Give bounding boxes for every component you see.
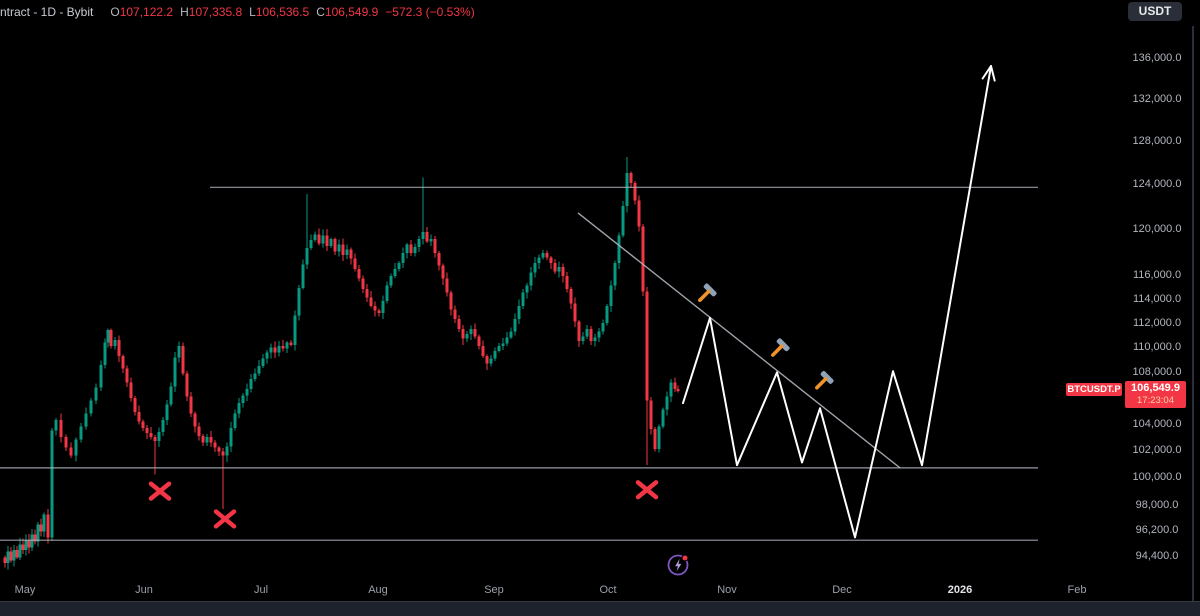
hammer-icon[interactable] (693, 283, 717, 307)
chart-header: ntract - 1D - Bybit O 107,122.2 H 107,33… (0, 4, 475, 20)
price-tick: 100,000.0 (1132, 471, 1182, 484)
price-tick: 120,000.0 (1132, 222, 1182, 235)
time-tick: May (14, 584, 36, 596)
time-tick: Dec (832, 584, 852, 596)
x-mark[interactable] (635, 480, 659, 500)
symbol-info: ntract - 1D - Bybit (0, 5, 94, 19)
descending-trendline[interactable] (577, 212, 901, 469)
x-mark[interactable] (148, 481, 172, 501)
time-tick: Aug (368, 584, 388, 596)
notification-dot (681, 554, 689, 562)
last-price-value: 106,549.9 (1131, 381, 1180, 394)
price-tick: 136,000.0 (1132, 52, 1182, 64)
symbol-price-badge: BTCUSDT.P (1066, 382, 1122, 396)
high-value: 107,335.8 (188, 5, 243, 19)
time-tick: 2026 (947, 584, 973, 596)
currency-toggle-button[interactable]: USDT (1128, 2, 1182, 21)
price-tick: 116,000.0 (1132, 268, 1182, 281)
low-label: L (249, 5, 256, 19)
price-tick: 108,000.0 (1132, 366, 1182, 379)
price-tick: 110,000.0 (1132, 341, 1182, 354)
flash-icon[interactable] (665, 552, 691, 578)
lightning-bolt-icon (675, 558, 682, 572)
time-tick: Oct (599, 584, 617, 596)
high-label: H (180, 5, 189, 19)
time-tick: Sep (484, 584, 504, 596)
last-price-label: 106,549.9 17:23:04 (1125, 380, 1186, 408)
price-tick: 96,200.0 (1135, 524, 1179, 537)
change-value: −572.3 (−0.53%) (385, 5, 475, 19)
price-tick: 124,000.0 (1132, 177, 1182, 190)
hammer-icon[interactable] (766, 338, 790, 362)
bar-countdown: 17:23:04 (1137, 394, 1174, 406)
open-value: 107,122.2 (119, 5, 174, 19)
close-value: 106,549.9 (324, 5, 379, 19)
low-value: 106,536.5 (255, 5, 310, 19)
time-axis[interactable]: May Jun Jul Aug Sep Oct Nov Dec 2026 Feb (0, 581, 1200, 599)
arrow-head (990, 65, 996, 82)
arrow-head (981, 65, 992, 80)
price-tick: 112,000.0 (1132, 316, 1182, 329)
time-tick: Nov (717, 584, 737, 596)
price-tick: 128,000.0 (1132, 134, 1182, 147)
candlestick-series (3, 156, 680, 570)
time-tick: Jun (135, 584, 153, 596)
price-tick: 132,000.0 (1132, 92, 1182, 105)
axis-right-border (1192, 26, 1194, 601)
price-axis[interactable]: 136,000.0 132,000.0 128,000.0 124,000.0 120,… (1124, 0, 1190, 600)
price-tick: 98,000.0 (1135, 498, 1179, 511)
x-mark[interactable] (213, 509, 237, 529)
flash-icon-ring (667, 554, 689, 576)
price-tick: 94,400.0 (1135, 550, 1179, 562)
close-label: C (316, 5, 325, 19)
price-tick: 102,000.0 (1132, 444, 1182, 457)
time-tick: Feb (1067, 584, 1087, 596)
projection-zigzag[interactable] (682, 65, 992, 539)
price-tick: 104,000.0 (1132, 417, 1182, 430)
price-tick: 114,000.0 (1132, 292, 1182, 305)
hammer-icon[interactable] (810, 370, 834, 394)
time-tick: Jul (253, 584, 269, 596)
open-label: O (110, 5, 120, 19)
bottom-toolbar-strip (0, 601, 1200, 616)
